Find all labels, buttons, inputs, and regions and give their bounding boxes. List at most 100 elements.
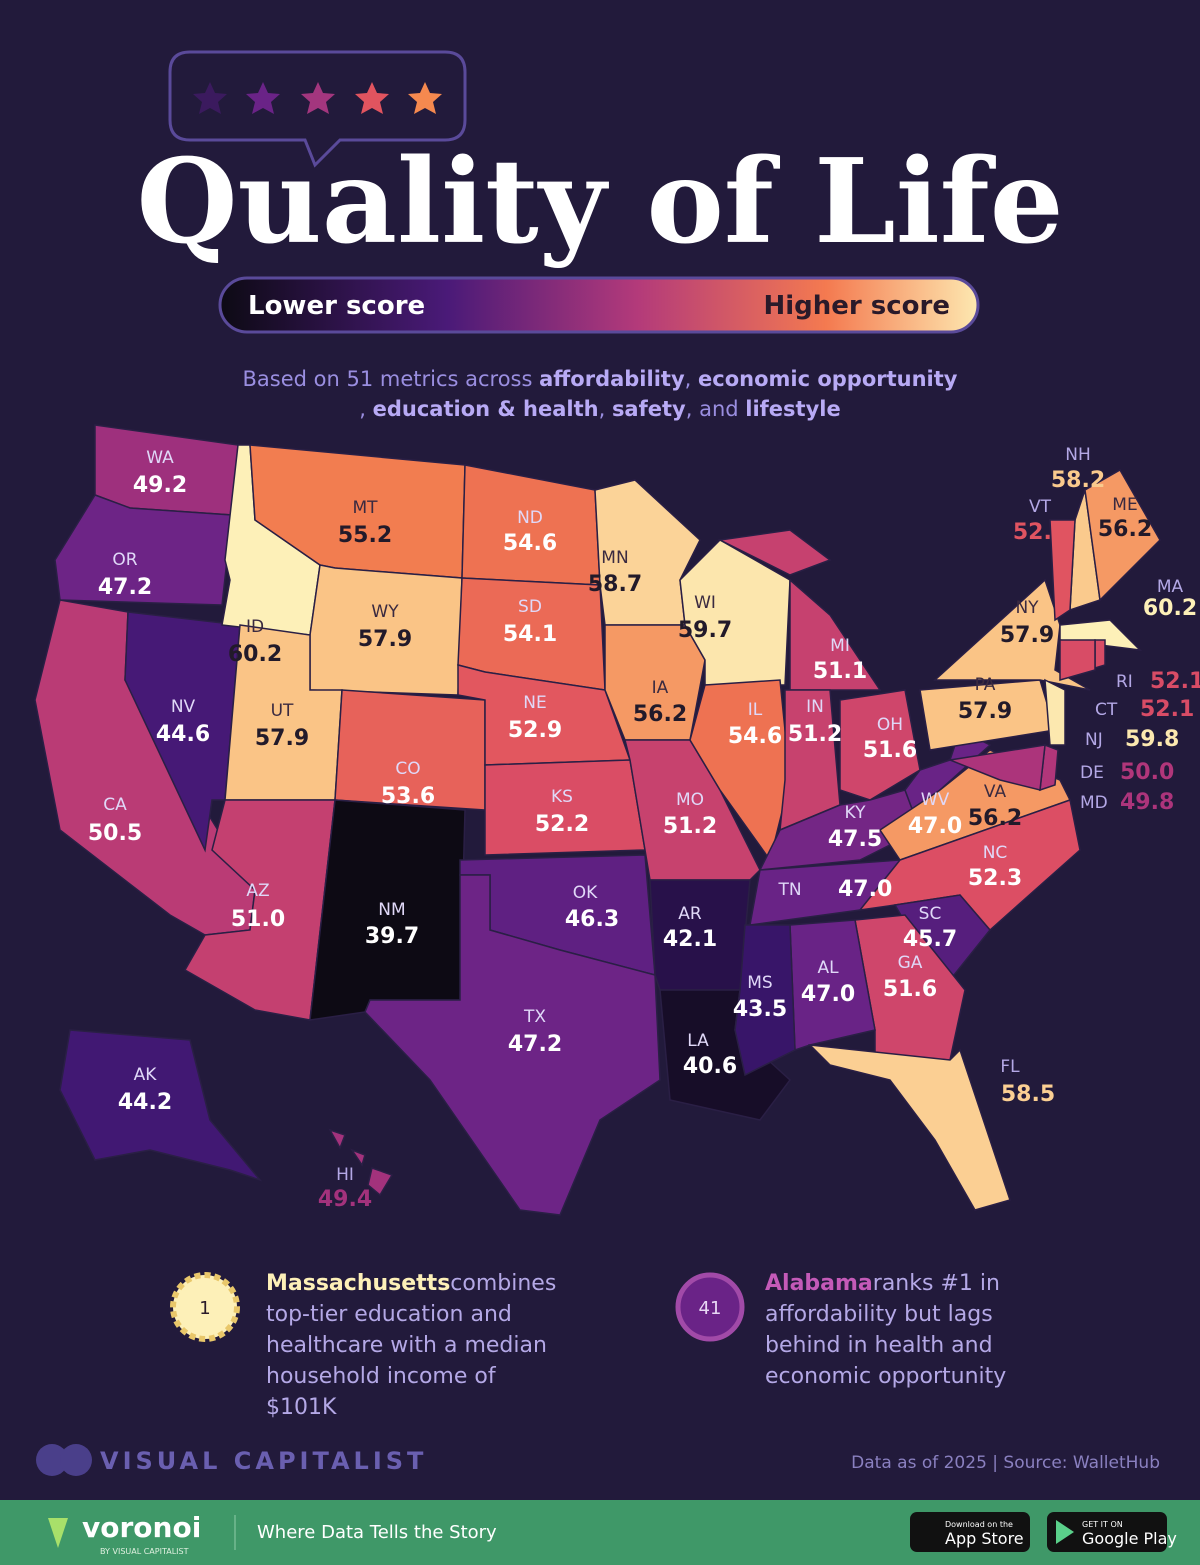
state-abbr: AL xyxy=(817,958,839,978)
callout-2: 41 Alabamaranks #1 in affordability but l… xyxy=(675,1271,1006,1389)
state-value: 49.4 xyxy=(318,1187,372,1212)
tagline: Where Data Tells the Story xyxy=(257,1522,497,1543)
callout-rank: 41 xyxy=(699,1298,722,1319)
play-icon xyxy=(1056,1520,1074,1544)
state-value: 47.0 xyxy=(838,877,892,902)
state-value: 60.2 xyxy=(228,642,282,667)
state-abbr: AK xyxy=(134,1065,158,1085)
state-value: 58.7 xyxy=(588,572,642,597)
subtitle-part: education & health xyxy=(373,397,599,421)
subtitle-part: economic opportunity xyxy=(698,367,958,391)
state-abbr: HI xyxy=(336,1165,354,1185)
state-value: 57.9 xyxy=(1000,623,1054,648)
state-value: 56.2 xyxy=(968,806,1022,831)
state-shape xyxy=(1049,519,1076,622)
state-value: 56.2 xyxy=(633,702,687,727)
state-shape xyxy=(367,1167,394,1197)
state-shape xyxy=(717,529,832,576)
callout-name: Massachusetts xyxy=(266,1271,450,1296)
state-value: 47.2 xyxy=(98,575,152,600)
play-badge[interactable] xyxy=(1047,1512,1167,1552)
state-abbr: NV xyxy=(171,697,196,717)
state-value: 59.8 xyxy=(1125,727,1179,752)
state-abbr: MD xyxy=(1080,793,1108,813)
state-abbr: SC xyxy=(919,904,942,924)
state-abbr: NM xyxy=(378,900,405,920)
app-store-badge[interactable] xyxy=(910,1512,1030,1552)
state-abbr: NJ xyxy=(1085,730,1103,750)
legend-high: Higher score xyxy=(763,291,950,321)
state-abbr: FL xyxy=(1000,1057,1020,1077)
state-shape xyxy=(1044,678,1066,746)
state-abbr: MT xyxy=(352,498,378,518)
state-abbr: WV xyxy=(921,790,950,810)
state-value: 59.7 xyxy=(678,618,732,643)
state-abbr: MN xyxy=(601,548,628,568)
state-abbr: GA xyxy=(898,953,923,973)
state-abbr: MA xyxy=(1157,577,1184,597)
state-abbr: KS xyxy=(551,787,573,807)
state-shape xyxy=(484,759,646,856)
subtitle-part: , xyxy=(599,397,612,421)
voronoi-mark xyxy=(48,1518,68,1548)
state-value: 50.5 xyxy=(88,821,142,846)
state-shape xyxy=(59,1029,263,1182)
state-value: 57.9 xyxy=(958,699,1012,724)
state-value: 51.6 xyxy=(863,738,917,763)
state-shape xyxy=(947,744,1046,791)
callout-name: Alabama xyxy=(765,1271,873,1296)
stars xyxy=(193,82,442,114)
state-value: 53.6 xyxy=(381,784,435,809)
state-shape xyxy=(350,1148,366,1167)
state-value: 47.5 xyxy=(828,827,882,852)
state-shape xyxy=(54,494,233,606)
state-value: 47.0 xyxy=(801,982,855,1007)
state-value: 52.7 xyxy=(1013,520,1067,545)
state-abbr: VT xyxy=(1029,497,1052,517)
state-abbr: WI xyxy=(694,593,716,613)
callout-text: Massachusettscombines top-tier education … xyxy=(266,1271,556,1420)
state-shape xyxy=(1084,468,1161,602)
state-value: 54.6 xyxy=(503,531,557,556)
state-value: 57.9 xyxy=(358,627,412,652)
state-value: 54.1 xyxy=(503,622,557,647)
state-abbr: IA xyxy=(652,678,669,698)
state-abbr: ME xyxy=(1112,495,1137,515)
state-shape xyxy=(933,578,1091,691)
state-value: 58.5 xyxy=(1001,1082,1055,1107)
state-abbr: OK xyxy=(573,883,598,903)
state-value: 47.2 xyxy=(508,1032,562,1057)
state-abbr: OR xyxy=(112,550,137,570)
subtitle-part: lifestyle xyxy=(745,397,840,421)
state-abbr: NH xyxy=(1065,445,1091,465)
state-value: 49.2 xyxy=(133,473,187,498)
state-abbr: WY xyxy=(371,602,399,622)
subtitle-part: affordability xyxy=(539,367,685,391)
title: Quality of Life xyxy=(136,134,1063,270)
state-abbr: IL xyxy=(748,700,763,720)
badge-text: App Store xyxy=(945,1529,1024,1548)
bubble xyxy=(168,50,467,168)
state-labels: WA 49.2 OR 47.2 CA 50.5 NV 44.6 ID 60.2 MT 55.2 WY 57… xyxy=(88,445,1200,1212)
state-value: 46.3 xyxy=(565,907,619,932)
state-abbr: CA xyxy=(103,795,127,815)
source: Data as of 2025 | Source: WalletHub xyxy=(851,1453,1160,1473)
state-value: 44.2 xyxy=(118,1090,172,1115)
subtitle-part: , xyxy=(359,397,372,421)
state-abbr: TX xyxy=(523,1007,546,1027)
voronoi-sub: BY VISUAL CAPITALIST xyxy=(100,1547,189,1556)
state-abbr: OH xyxy=(877,715,903,735)
state-value: 50.0 xyxy=(1120,760,1174,785)
subtitle-part: , and xyxy=(686,397,746,421)
state-value: 44.6 xyxy=(156,722,210,747)
state-abbr: IN xyxy=(806,697,824,717)
voronoi-logo: voronoi xyxy=(82,1511,201,1544)
state-value: 39.7 xyxy=(365,924,419,949)
state-value: 52.3 xyxy=(968,866,1022,891)
subtitle-part: safety xyxy=(612,397,686,421)
state-shape xyxy=(839,689,921,801)
state-abbr: NY xyxy=(1015,598,1039,618)
vc-logo xyxy=(36,1444,92,1476)
